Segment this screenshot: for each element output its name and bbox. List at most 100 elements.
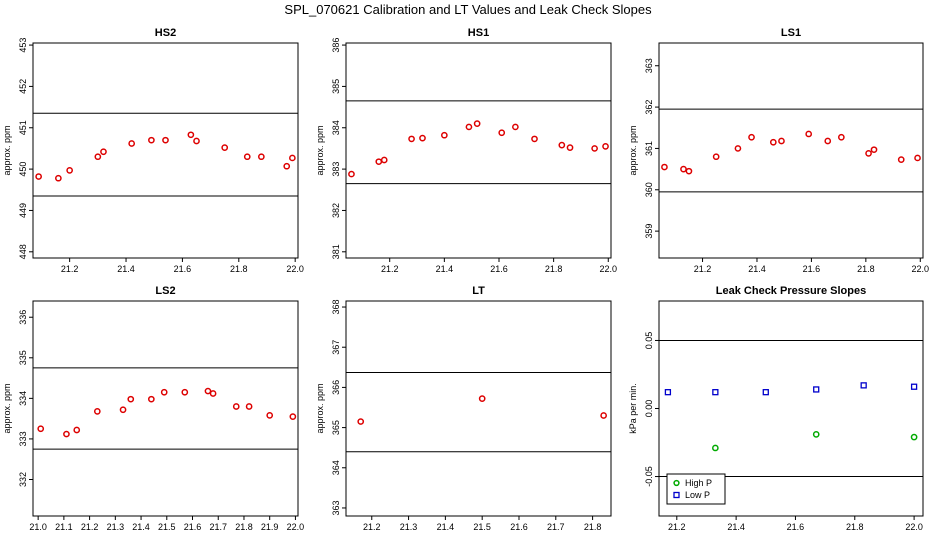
x-tick-label: 21.3 (400, 522, 418, 532)
data-point (127, 395, 135, 403)
data-point (813, 386, 820, 393)
x-tick-label: 21.4 (727, 522, 745, 532)
y-tick-label: 360 (644, 182, 654, 197)
data-point (147, 395, 155, 403)
data-point (712, 444, 719, 452)
data-point (66, 166, 73, 174)
data-point (221, 144, 229, 151)
data-point (55, 174, 62, 182)
data-point (566, 144, 574, 151)
y-tick-label: 335 (18, 350, 28, 365)
x-tick-label: 22.0 (287, 522, 305, 532)
x-tick-label: 21.2 (61, 264, 79, 274)
data-point (245, 403, 253, 410)
data-point (258, 153, 265, 161)
plot-frame (32, 42, 299, 259)
data-point (380, 156, 388, 164)
data-point (748, 133, 755, 141)
plot-frame (32, 300, 299, 517)
data-point (73, 426, 81, 434)
data-point (762, 389, 769, 396)
panel-title: HS2 (155, 27, 176, 39)
data-point (910, 433, 918, 441)
data-point (63, 430, 70, 438)
data-point (187, 131, 195, 139)
data-point (512, 123, 519, 131)
y-tick-label: 448 (18, 244, 28, 259)
x-tick-label: 22.0 (905, 522, 923, 532)
data-point (860, 382, 867, 389)
x-tick-label: 21.4 (436, 264, 454, 274)
legend-box (666, 473, 726, 505)
data-point (769, 138, 777, 146)
data-point (465, 123, 473, 131)
data-point (94, 153, 102, 161)
y-tick-label: 368 (331, 300, 341, 315)
data-point (148, 136, 155, 144)
x-tick-label: 21.6 (174, 264, 192, 274)
data-point (419, 134, 426, 142)
y-axis-label: approx. ppm (315, 383, 325, 433)
data-point (209, 390, 217, 397)
panel-2: LS1 approx. ppm 21.2 21.4 21.6 21.8 22.0 359 360… (628, 27, 929, 274)
x-tick-label: 21.6 (787, 522, 805, 532)
x-tick-label: 21.5 (158, 522, 176, 532)
x-tick-label: 21.4 (748, 264, 766, 274)
x-tick-label: 21.4 (117, 264, 135, 274)
data-point (910, 383, 918, 390)
figure-title: SPL_070621 Calibration and LT Values and… (284, 2, 652, 17)
x-tick-label: 21.8 (235, 522, 253, 532)
y-tick-label: 450 (18, 162, 28, 177)
panel-title: LT (472, 285, 485, 297)
y-axis-label: approx. ppm (315, 125, 325, 175)
y-tick-label: 336 (18, 310, 28, 325)
y-tick-label: 451 (18, 120, 28, 135)
y-tick-label: 361 (644, 141, 654, 156)
x-tick-label: 21.6 (803, 264, 821, 274)
panel-title: LS1 (781, 27, 801, 39)
panel-1: HS1 approx. ppm 21.2 21.4 21.6 21.8 22.0 381 382… (315, 27, 617, 274)
panel-title: HS1 (468, 27, 489, 39)
x-tick-label: 22.0 (912, 264, 930, 274)
y-tick-label: 381 (331, 244, 341, 259)
y-tick-label: 0.00 (644, 400, 654, 418)
y-tick-label: 449 (18, 203, 28, 218)
data-point (805, 130, 813, 138)
x-tick-label: 21.1 (55, 522, 73, 532)
x-tick-label: 21.2 (694, 264, 712, 274)
x-tick-label: 21.8 (230, 264, 248, 274)
x-tick-label: 21.6 (184, 522, 202, 532)
x-tick-label: 21.3 (107, 522, 125, 532)
x-tick-label: 21.4 (437, 522, 455, 532)
data-point (865, 150, 872, 157)
data-point (243, 153, 251, 161)
y-tick-label: 363 (331, 500, 341, 515)
x-tick-label: 21.9 (261, 522, 279, 532)
data-point (35, 173, 42, 180)
x-tick-label: 22.0 (600, 264, 618, 274)
panel-title: Leak Check Pressure Slopes (716, 285, 866, 297)
y-axis-label: kPa per min. (628, 383, 638, 434)
x-tick-label: 21.2 (81, 522, 99, 532)
data-point (128, 140, 136, 147)
data-point (119, 406, 127, 414)
x-tick-label: 21.2 (381, 264, 399, 274)
y-tick-label: 367 (331, 340, 341, 355)
legend-marker (673, 491, 680, 499)
x-tick-label: 21.8 (545, 264, 563, 274)
panel-title: LS2 (155, 285, 175, 297)
data-point (283, 162, 291, 170)
plot-frame (658, 42, 924, 259)
data-point (734, 145, 742, 152)
plot-frame (345, 42, 612, 259)
y-tick-label: 0.05 (644, 332, 654, 350)
data-point (441, 131, 448, 139)
data-point (289, 413, 297, 420)
data-point (348, 170, 355, 178)
data-point (232, 403, 240, 410)
x-tick-label: 21.0 (29, 522, 47, 532)
legend-marker (673, 479, 680, 487)
y-tick-label: 383 (331, 162, 341, 177)
y-tick-label: 333 (18, 431, 28, 446)
